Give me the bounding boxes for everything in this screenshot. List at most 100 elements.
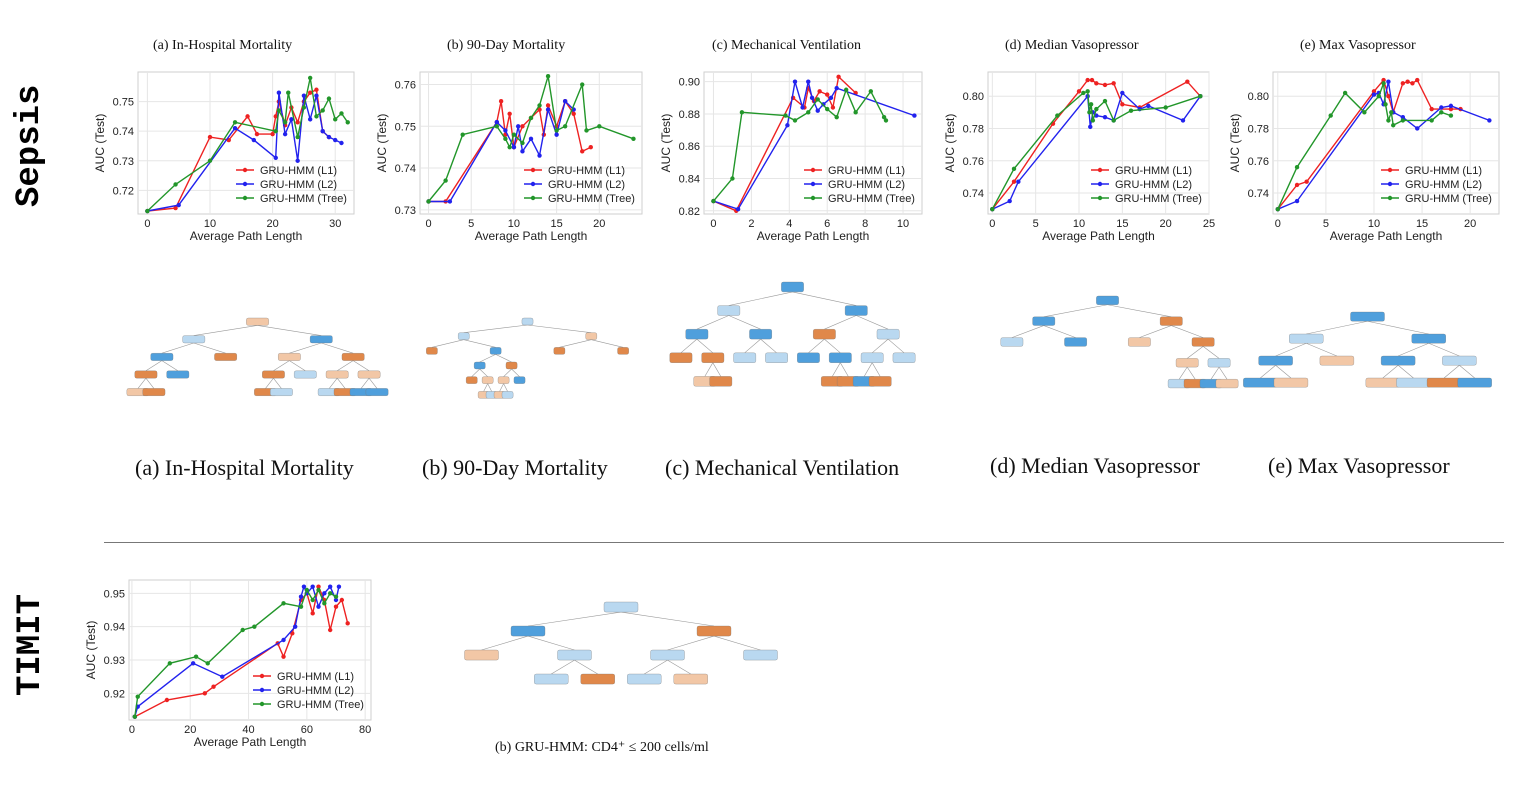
x-tick-label: 4 (786, 218, 792, 230)
data-point-l2 (1294, 198, 1300, 204)
data-point-l2 (494, 119, 500, 125)
data-point-l1 (498, 99, 504, 104)
tree-edge (431, 339, 464, 348)
data-point-l2 (792, 79, 798, 84)
tree-edge (328, 378, 338, 389)
data-point-l2 (537, 153, 542, 158)
y-tick-label: 0.74 (113, 126, 134, 138)
tree-edge (856, 315, 889, 330)
x-axis-label: Average Path Length (757, 229, 870, 243)
tree-edge (479, 354, 496, 363)
data-point-tree (1448, 113, 1454, 118)
data-point-l1 (1410, 81, 1415, 86)
x-tick-label: 0 (1275, 218, 1281, 230)
series-line-l1 (1277, 78, 1461, 210)
data-point-l2 (333, 137, 338, 143)
data-point-tree (333, 594, 339, 599)
data-point-tree (834, 114, 839, 120)
tree-node (365, 388, 389, 396)
y-tick-label: 0.94 (104, 622, 125, 634)
legend-label-l1: GRU-HMM (L1) (548, 165, 625, 177)
tree-edge (321, 342, 354, 354)
data-point-tree (580, 82, 585, 87)
tree-edge (728, 315, 761, 330)
x-tick-label: 20 (184, 724, 196, 736)
tree-edge (840, 362, 849, 377)
tree-edge (696, 338, 714, 354)
y-tick-label: 0.86 (679, 141, 700, 153)
tree-edge (1202, 346, 1220, 359)
data-point-tree (843, 87, 849, 92)
data-point-tree (1085, 89, 1090, 94)
data-point-l2 (1415, 126, 1420, 131)
legend-label-tree: GRU-HMM (Tree) (548, 193, 635, 205)
data-point-tree (1087, 110, 1092, 115)
data-point-tree (460, 132, 465, 137)
data-point-l2 (1007, 198, 1012, 204)
data-point-l1 (1094, 81, 1099, 86)
tree-node (262, 370, 285, 379)
tree-edge (289, 342, 322, 354)
x-tick-label: 10 (897, 218, 909, 230)
tree-edge (1275, 342, 1307, 357)
tree-node (1319, 355, 1355, 366)
data-point-l1 (1381, 77, 1386, 83)
y-tick-label: 0.76 (963, 156, 984, 168)
data-point-tree (739, 110, 745, 115)
y-tick-label: 0.90 (679, 77, 700, 89)
tree-edge (463, 339, 496, 348)
data-point-l2 (298, 594, 304, 599)
data-point-tree (281, 601, 286, 606)
data-point-l1 (825, 92, 830, 97)
data-point-tree (1128, 108, 1134, 113)
legend-marker-l1 (242, 167, 248, 173)
tree-edge (1171, 325, 1204, 338)
data-point-l2 (273, 155, 278, 160)
data-point-l1 (245, 114, 250, 119)
tree-node (1032, 316, 1056, 326)
tree-edge (713, 635, 761, 651)
tree-edge (161, 360, 178, 372)
tree-node (1442, 355, 1477, 366)
tree-node (749, 329, 772, 340)
tree-caption-c: (c) Mechanical Ventilation (665, 455, 900, 480)
data-point-tree (145, 208, 150, 214)
data-point-l2 (735, 206, 741, 212)
data-point-tree (631, 136, 636, 142)
tree-edge (483, 383, 488, 392)
data-point-l2 (834, 85, 839, 91)
tree-edge (667, 635, 715, 651)
y-axis-label: AUC (Test) (375, 114, 389, 173)
tree-node (585, 332, 597, 340)
x-tick-label: 15 (1416, 218, 1428, 230)
data-point-tree (298, 604, 304, 609)
tree-node (458, 332, 470, 340)
legend-label-l2: GRU-HMM (L2) (1115, 179, 1192, 191)
tree-edge (832, 362, 841, 377)
tree-edge (1382, 365, 1399, 379)
x-tick-label: 15 (550, 218, 562, 230)
tree-caption-d: (d) Median Vasopressor (990, 453, 1200, 478)
y-tick-label: 0.78 (963, 123, 984, 135)
y-tick-label: 0.80 (1248, 91, 1269, 103)
legend-marker-l2 (1387, 181, 1393, 187)
y-axis-label: AUC (Test) (84, 621, 98, 680)
data-point-l1 (173, 205, 178, 211)
data-point-l2 (307, 117, 313, 122)
tree-edge (273, 378, 282, 389)
tree-edge (1397, 365, 1414, 379)
data-point-l2 (806, 79, 811, 84)
tree-edge (1178, 366, 1188, 380)
data-point-l1 (571, 111, 576, 116)
data-point-l2 (520, 149, 525, 154)
data-point-tree (273, 128, 278, 134)
data-point-tree (537, 103, 542, 108)
tree-edge (667, 659, 691, 675)
data-point-tree (1342, 90, 1348, 96)
data-point-l2 (515, 124, 521, 129)
data-point-l2 (511, 144, 517, 150)
data-point-l2 (1180, 118, 1186, 123)
series-line-l2 (147, 92, 342, 212)
